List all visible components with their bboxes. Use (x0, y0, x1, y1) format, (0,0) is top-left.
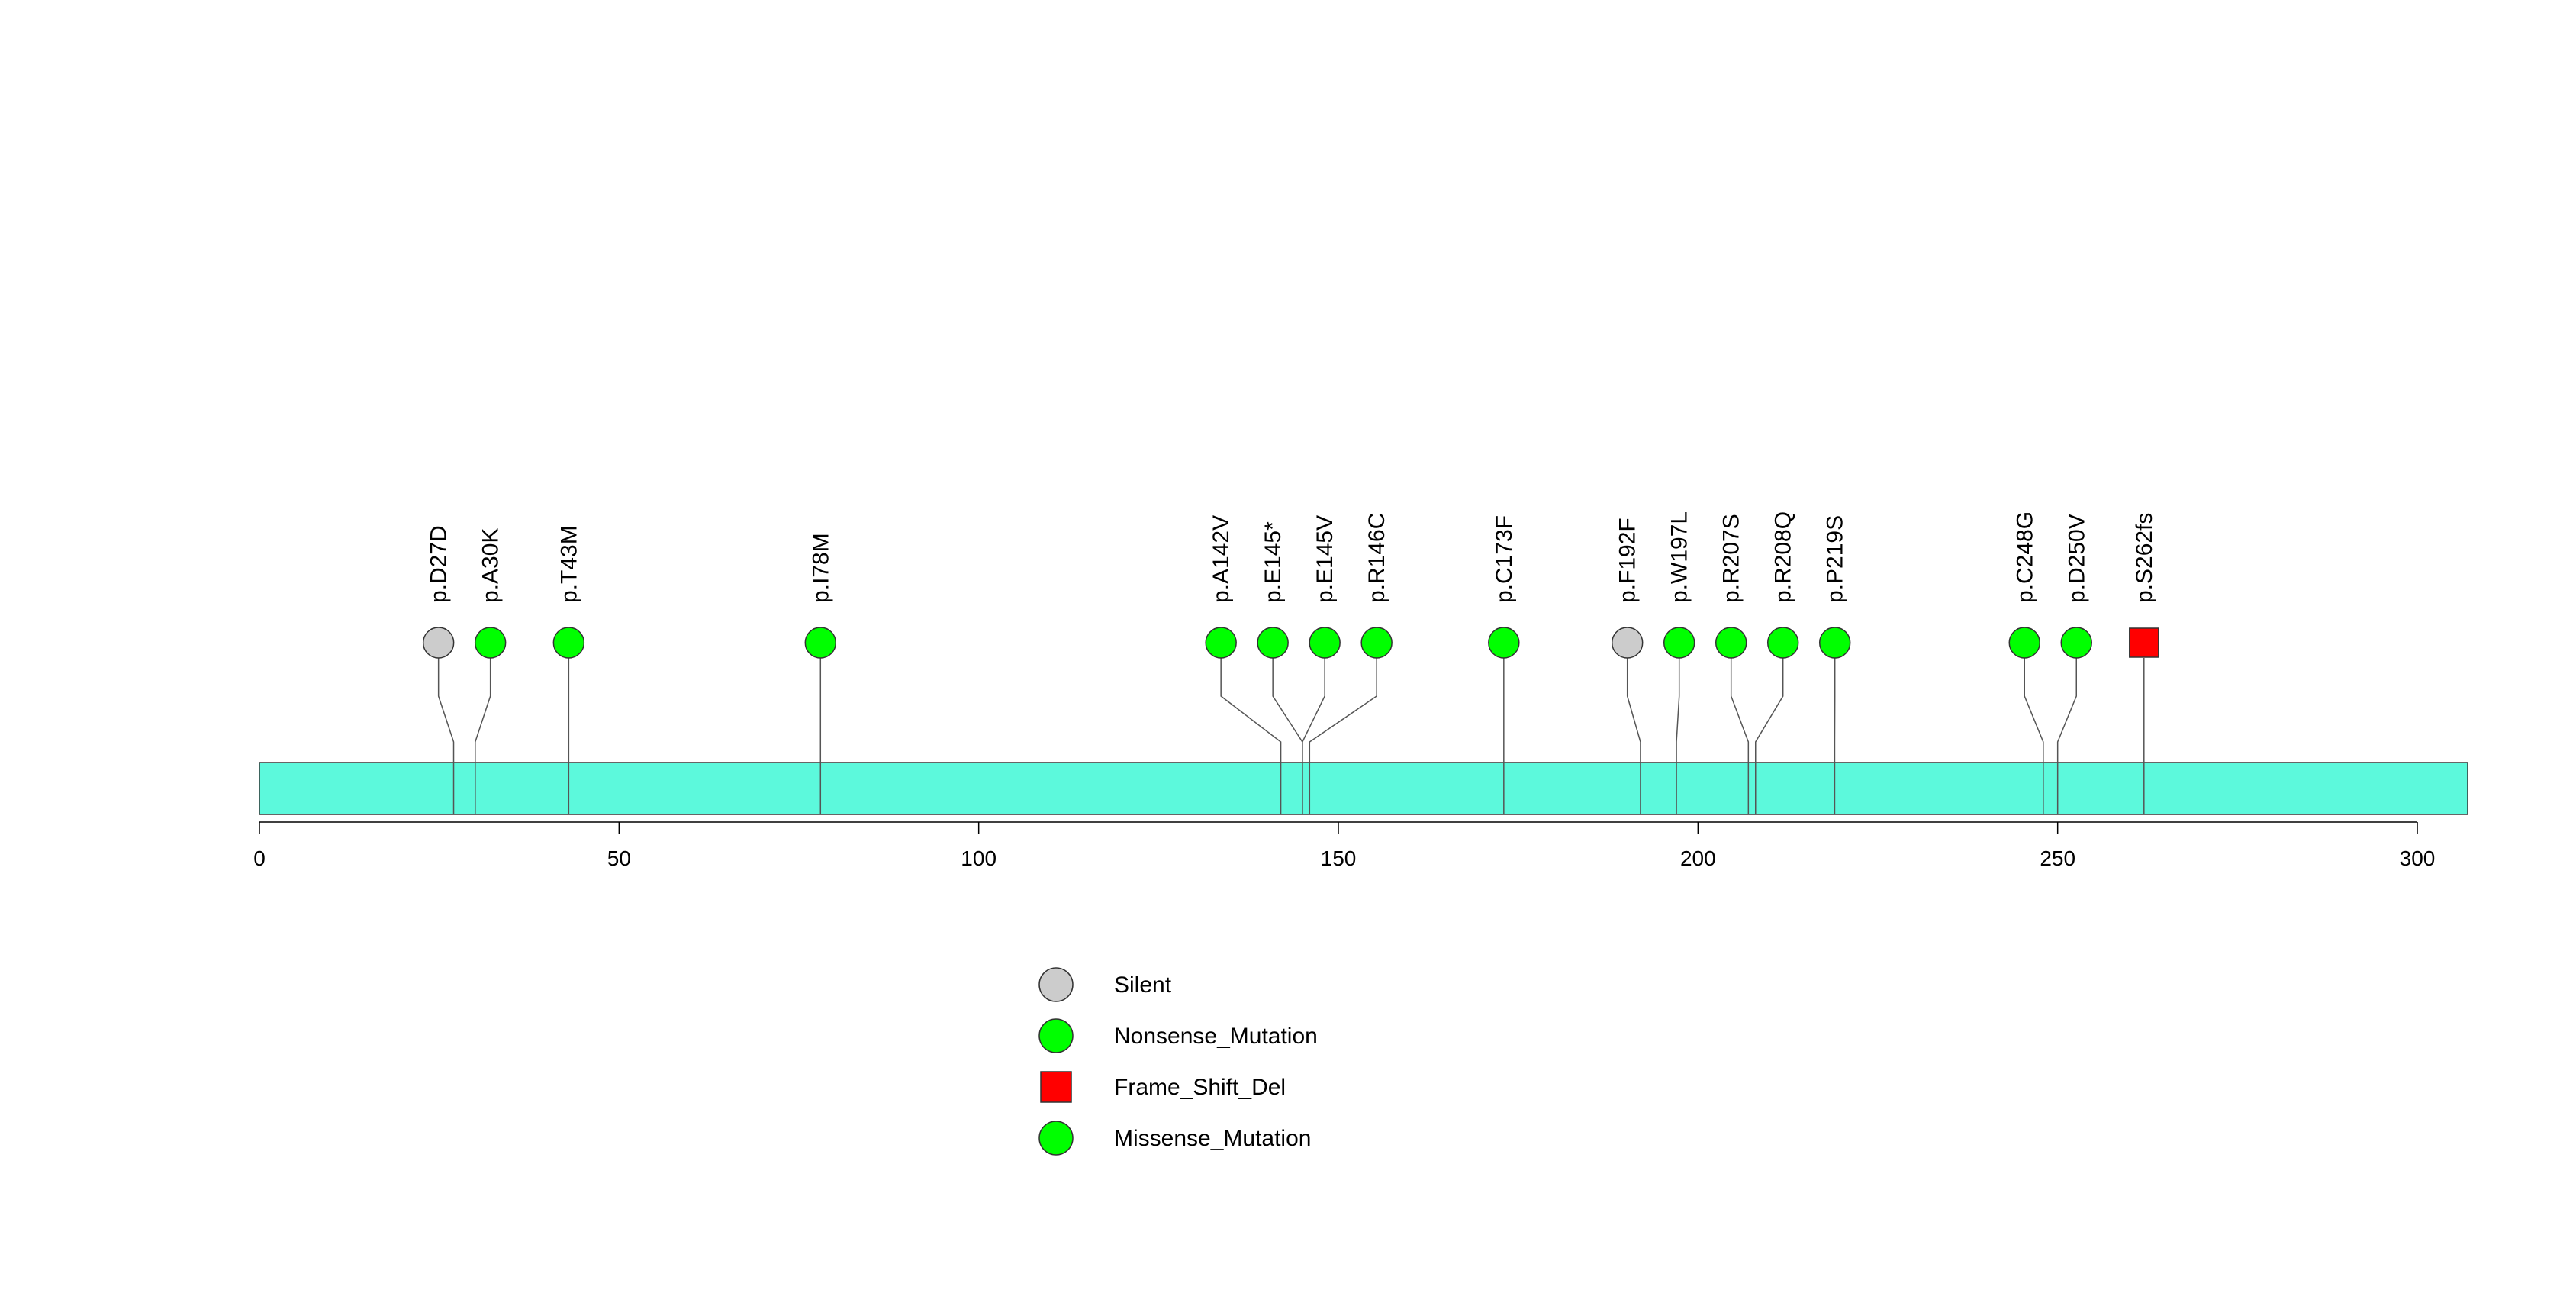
mutation-stem (1626, 658, 1641, 814)
mutation-stems (437, 658, 2145, 814)
x-tick-label: 200 (1680, 847, 1716, 870)
mutation-stem (437, 658, 455, 814)
mutation-marker-circle (1766, 627, 1799, 659)
mutation-marker-circle (1715, 627, 1747, 659)
mutation-marker-circle (1663, 627, 1695, 659)
x-tick-label: 150 (1321, 847, 1357, 870)
mutation-marker-circle (1360, 627, 1393, 659)
mutation-marker-circle (422, 627, 455, 659)
mutation-marker-circle (1205, 627, 1237, 659)
mutation-stem (1302, 658, 1325, 814)
mutation-marker-square (2129, 627, 2159, 658)
mutation-marker-circle (552, 627, 585, 659)
mutation-label: p.C248G (2012, 511, 2037, 603)
mutation-label: p.T43M (556, 525, 581, 603)
mutation-stem (1676, 658, 1680, 814)
mutation-label: p.W197L (1667, 511, 1692, 603)
legend-label: Frame_Shift_Del (1114, 1075, 1286, 1100)
mutation-marker-circle (1488, 627, 1520, 659)
mutation-label: p.I78M (808, 533, 833, 603)
x-tick-label: 50 (607, 847, 631, 870)
mutation-marker-circle (1611, 627, 1644, 659)
mutation-marker-circle (804, 627, 837, 659)
mutation-stem (475, 658, 491, 814)
mutation-marker-circle (474, 627, 507, 659)
mutation-label: p.C173F (1492, 515, 1517, 603)
mutation-markers (422, 627, 2159, 659)
legend: Silent Nonsense_Mutation Frame_Shift_Del Mi… (1038, 967, 1318, 1156)
legend-label: Nonsense_Mutation (1114, 1024, 1318, 1049)
legend-label: Missense_Mutation (1114, 1126, 1311, 1151)
mutation-label: p.A30K (478, 528, 504, 603)
mutation-marker-circle (1818, 627, 1851, 659)
mutation-marker-circle (2008, 627, 2041, 659)
mutation-label: p.E145* (1261, 521, 1286, 603)
mutation-label: p.R146C (1364, 513, 1389, 603)
legend-swatch-circle (1038, 1121, 1074, 1156)
mutation-marker-circle (2060, 627, 2093, 659)
mutation-label: p.E145V (1312, 515, 1338, 603)
legend-swatch-circle (1038, 967, 1074, 1002)
protein-domain-bar (259, 762, 2468, 815)
legend-swatch-circle (1038, 1018, 1074, 1053)
legend-swatch-square (1040, 1071, 1072, 1103)
mutation-stem (1220, 658, 1282, 814)
mutation-label: p.P219S (1823, 515, 1848, 603)
mutation-stem (1309, 658, 1377, 814)
mutation-stem (2024, 658, 2044, 814)
x-tick-label: 100 (961, 847, 997, 870)
mutation-label: p.F192F (1615, 518, 1641, 603)
mutation-stem (2056, 658, 2077, 814)
mutation-stem (1730, 658, 1750, 814)
mutation-labels: p.D27D p.A30K p.T43M p.I78M p.A142V p.E145* p.… (427, 511, 2157, 603)
mutation-marker-circle (1309, 627, 1341, 659)
mutation-label: p.R207S (1719, 514, 1744, 603)
mutation-label: p.S262fs (2132, 513, 2157, 603)
x-tick-label: 250 (2040, 847, 2075, 870)
mutation-label: p.A142V (1209, 515, 1234, 603)
x-tick-label: 300 (2400, 847, 2436, 870)
legend-label: Silent (1114, 972, 1172, 998)
x-tick-label: 0 (253, 847, 266, 870)
x-axis-ticks: 0 50 100 150 200 250 300 (253, 822, 2435, 870)
mutation-marker-circle (1257, 627, 1289, 659)
mutation-label: p.D250V (2064, 514, 2089, 603)
mutation-label: p.D27D (427, 525, 452, 603)
mutation-label: p.R208Q (1771, 511, 1796, 603)
mutation-stem (1755, 658, 1784, 814)
